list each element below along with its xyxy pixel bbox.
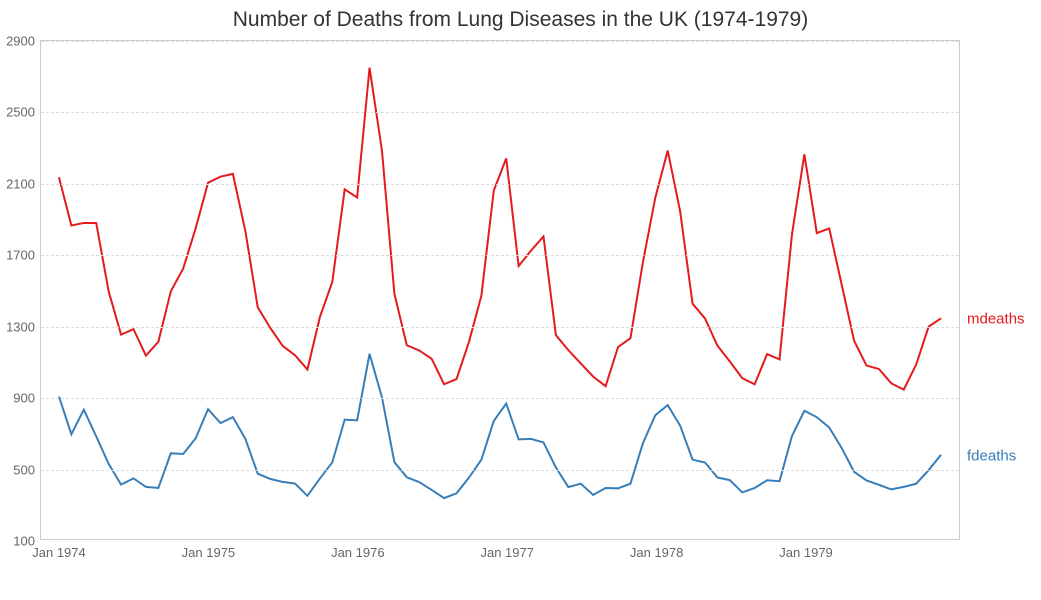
series-line-fdeaths [59,354,941,498]
x-tick-label: Jan 1975 [182,545,236,560]
grid-line [41,470,959,471]
grid-line [41,41,959,42]
y-tick-label: 2500 [6,105,35,120]
grid-line [41,184,959,185]
grid-line [41,112,959,113]
plot-area: 10050090013001700210025002900Jan 1974Jan… [40,40,960,540]
grid-line [41,255,959,256]
y-tick-label: 1300 [6,319,35,334]
y-tick-label: 2100 [6,176,35,191]
series-label-fdeaths: fdeaths [967,448,1016,465]
grid-line [41,327,959,328]
y-tick-label: 500 [13,462,35,477]
x-tick-label: Jan 1974 [32,545,86,560]
x-tick-label: Jan 1976 [331,545,385,560]
series-label-mdeaths: mdeaths [967,311,1025,328]
x-tick-label: Jan 1977 [480,545,534,560]
grid-line [41,398,959,399]
series-line-mdeaths [59,68,941,390]
chart-svg [41,41,959,539]
y-tick-label: 900 [13,391,35,406]
y-tick-label: 1700 [6,248,35,263]
x-tick-label: Jan 1979 [779,545,833,560]
y-tick-label: 2900 [6,34,35,49]
chart-container: Number of Deaths from Lung Diseases in t… [0,0,1041,600]
chart-title: Number of Deaths from Lung Diseases in t… [0,8,1041,32]
x-tick-label: Jan 1978 [630,545,684,560]
